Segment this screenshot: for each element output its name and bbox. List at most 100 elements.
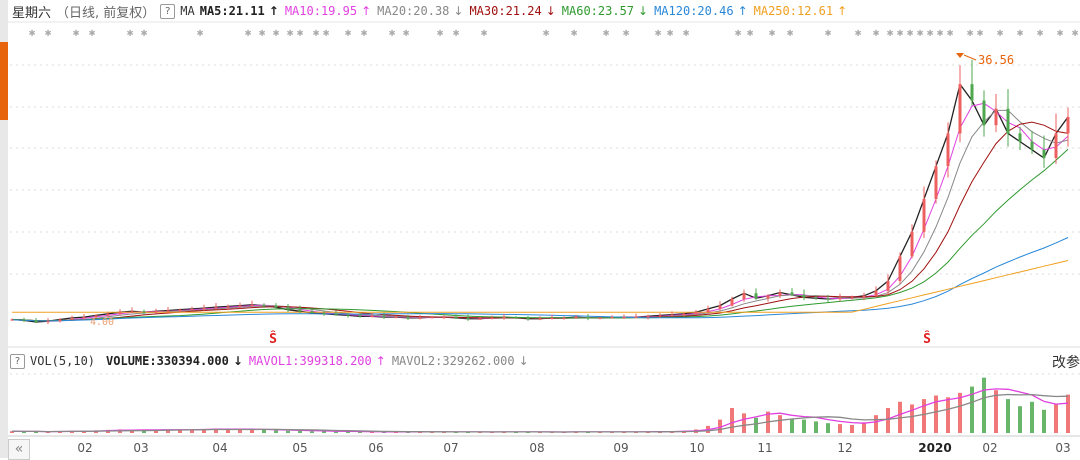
chart-title: 星期六 — [12, 5, 52, 21]
arrow-up-icon: ↑ — [737, 4, 748, 18]
volume-bar — [838, 424, 842, 433]
legend-value: MA10:19.95 — [284, 4, 358, 18]
candle-body — [634, 317, 638, 319]
mavol-line-10 — [11, 393, 1069, 433]
volume-bar — [1066, 394, 1070, 433]
volume-bar — [202, 428, 206, 433]
volume-bar — [1054, 403, 1058, 433]
volume-indicator-name: VOL(5,10) — [30, 354, 96, 368]
candle-body — [358, 315, 362, 317]
event-marker-icon: ✱ — [543, 26, 550, 39]
candle-body — [706, 308, 710, 313]
ma-line-120 — [11, 237, 1069, 322]
volume-bar — [274, 430, 278, 433]
event-marker-icon: ✱ — [453, 26, 460, 39]
legend-item: MA10:19.95 ↑ — [285, 4, 371, 18]
volume-bar — [238, 429, 242, 433]
candle-body — [382, 316, 386, 318]
candle-body — [478, 318, 482, 320]
event-marker-icon: ✱ — [747, 26, 754, 39]
candle-body — [1066, 116, 1070, 134]
volume-bar — [970, 386, 974, 433]
candle-body — [1006, 108, 1010, 134]
volume-bar — [826, 423, 830, 433]
modify-params-button[interactable]: 改参 — [1052, 355, 1080, 371]
candle-body — [58, 319, 62, 322]
help-button[interactable]: ? — [160, 3, 176, 19]
candle-body — [862, 295, 866, 298]
event-marker-icon: ✱ — [873, 26, 880, 39]
event-marker-icon: ✱ — [769, 26, 776, 39]
volume-bar — [1042, 409, 1046, 433]
volume-bar — [946, 397, 950, 433]
event-marker-icon: ✱ — [89, 26, 96, 39]
candle-body — [430, 317, 434, 319]
event-marker-icon: ✱ — [389, 26, 396, 39]
candle-body — [298, 309, 302, 312]
volume-bar — [802, 419, 806, 433]
event-marker-icon: ✱ — [127, 26, 134, 39]
volume-bar — [874, 415, 878, 433]
event-marker-icon: ✱ — [937, 26, 944, 39]
candle-body — [418, 317, 422, 319]
candle-body — [946, 133, 950, 167]
volume-help-button[interactable]: ? — [10, 353, 25, 369]
left-panel-accent[interactable] — [0, 42, 8, 120]
volume-legend: VOLUME:330394.000 ↓ MAVOL1:399318.200 ↑ MAVO… — [106, 354, 529, 368]
x-axis-label: 05 — [292, 441, 308, 455]
arrow-up-icon: ↑ — [361, 4, 372, 18]
legend-item: MA120:20.46 ↑ — [654, 4, 748, 18]
volume-bar — [958, 392, 962, 433]
candle-body — [154, 311, 158, 313]
event-marker-icon: ✱ — [1057, 26, 1064, 39]
event-marker-icon: ✱ — [345, 26, 352, 39]
arrow-up-icon: ↑ — [268, 4, 279, 18]
event-marker-icon: ✱ — [917, 26, 924, 39]
x-axis-label: 10 — [689, 441, 705, 455]
candle-body — [778, 292, 782, 296]
volume-bar — [886, 408, 890, 433]
volume-bar — [730, 408, 734, 433]
legend-value: MA30:21.24 — [469, 4, 542, 18]
event-marker-icon: ✱ — [897, 26, 904, 39]
event-marker-icon: ✱ — [1037, 26, 1044, 39]
candle-body — [622, 317, 626, 319]
candle-body — [334, 313, 338, 315]
scroll-left-button[interactable]: « — [8, 439, 30, 460]
volume-bar — [142, 430, 146, 433]
x-axis-label: 08 — [529, 441, 545, 455]
candle-body — [130, 311, 134, 313]
volume-header: ? VOL(5,10) VOLUME:330394.000 ↓ MAVOL1:399… — [10, 352, 529, 370]
ma-legend: MA5:21.11 ↑ MA10:19.95 ↑ MA20:20.38 ↓ MA30:21.… — [200, 4, 847, 18]
x-axis-label: 12 — [837, 441, 853, 455]
x-axis-label: 06 — [368, 441, 384, 455]
volume-bar — [250, 429, 254, 433]
event-marker-icon: ✱ — [45, 26, 52, 39]
legend-value: MAVOL2:329262.000 — [391, 354, 515, 368]
volume-bar — [214, 428, 218, 433]
candle-body — [454, 317, 458, 319]
volume-bar — [358, 431, 362, 433]
volume-bar — [298, 431, 302, 433]
legend-value: MA20:20.38 — [377, 4, 450, 18]
candle-body — [742, 293, 746, 300]
event-marker-icon: ✱ — [947, 26, 954, 39]
event-marker-icon: ✱ — [29, 26, 36, 39]
candle-body — [94, 315, 98, 318]
candle-body — [274, 305, 278, 308]
event-marker-icon: ✱ — [787, 26, 794, 39]
volume-bar — [394, 431, 398, 433]
low-price-label: 4.00 — [90, 317, 114, 328]
candle-body — [490, 317, 494, 319]
ma-header: 星期六 （日线, 前复权） ? MA MA5:21.11 ↑ MA10:19.95 ↑… — [12, 2, 847, 21]
candle-body — [1042, 149, 1046, 158]
arrow-down-icon: ↓ — [518, 354, 529, 368]
candle-body — [586, 317, 590, 319]
event-marker-icon: ✱ — [273, 26, 280, 39]
legend-value: VOLUME:330394.000 — [106, 354, 229, 368]
volume-bar — [190, 429, 194, 433]
candle-body — [970, 84, 974, 101]
volume-bar — [1030, 401, 1034, 433]
mavol-line-5 — [11, 388, 1069, 433]
